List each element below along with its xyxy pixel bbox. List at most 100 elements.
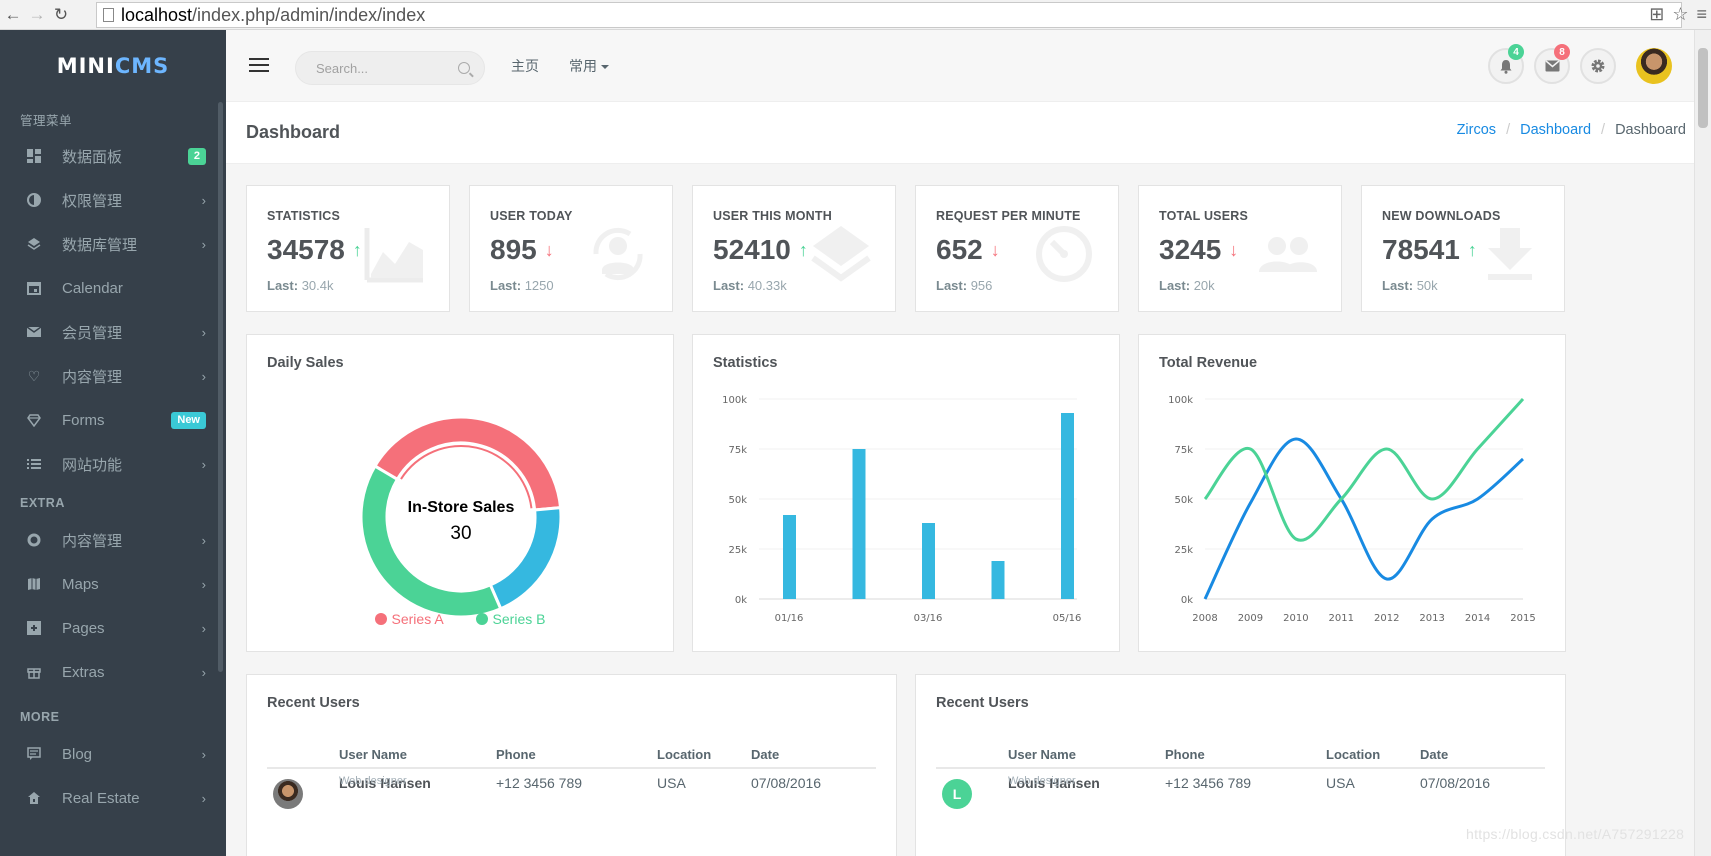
x-tick-label: 2009: [1238, 613, 1263, 624]
messages-count: 8: [1554, 44, 1570, 60]
sidebar-item-content[interactable]: ♡ 内容管理 ›: [27, 367, 206, 386]
sidebar-scrollbar[interactable]: [218, 102, 223, 672]
column-header: Date: [751, 747, 780, 762]
y-tick-label: 0k: [735, 595, 747, 606]
menu-toggle-icon[interactable]: [249, 58, 269, 76]
daily-sales-card: Daily Sales In-Store Sales 30 Series A Se…: [246, 334, 674, 652]
sidebar-item-permissions[interactable]: 权限管理 ›: [0, 178, 226, 222]
page-scrollbar[interactable]: [1694, 30, 1711, 856]
x-tick-label: 2010: [1283, 613, 1308, 624]
nav-home-link[interactable]: 主页: [511, 58, 539, 74]
chevron-right-icon: ›: [201, 236, 206, 252]
sidebar-item-dashboard[interactable]: 数据面板 2: [0, 134, 226, 178]
users-icon: [1259, 237, 1317, 272]
donut-slice: [359, 464, 503, 619]
column-header: Location: [657, 747, 712, 762]
stat-card-downloads: NEW DOWNLOADS 78541 ↑ Last: 50k: [1361, 185, 1565, 312]
arrow-down-icon: ↓: [990, 240, 1000, 260]
x-tick-label: 05/16: [1053, 613, 1082, 624]
sidebar-item-blog[interactable]: Blog ›: [0, 732, 226, 776]
sidebar: MINI CMS 管理菜单 数据面板 2 权限管理 › 数据库管理 › Calen…: [0, 30, 226, 856]
column-header: User Name: [1008, 747, 1076, 762]
series-line: [1203, 397, 1525, 542]
search-input[interactable]: [316, 60, 456, 76]
sidebar-item-content-2[interactable]: 内容管理 ›: [0, 518, 226, 562]
map-icon: [26, 576, 42, 592]
series-line: [1203, 437, 1524, 600]
envelope-icon: [1545, 60, 1559, 72]
bar: [852, 449, 866, 599]
sidebar-item-pages[interactable]: Pages ›: [0, 606, 226, 650]
sidebar-item-forms[interactable]: Forms New: [0, 398, 226, 442]
page-title: Dashboard: [246, 122, 341, 142]
sidebar-item-site-functions[interactable]: 网站功能 ›: [0, 442, 226, 486]
badge-new: New: [171, 411, 206, 429]
timer-icon: [1036, 226, 1092, 282]
layers-icon: [811, 226, 871, 282]
chevron-right-icon: ›: [201, 746, 206, 762]
table-row[interactable]: Louis Hansen Web designer +12 3456 789 U…: [267, 775, 876, 809]
sidebar-item-maps[interactable]: Maps ›: [0, 562, 226, 606]
donut-center-label: In-Store Sales: [408, 499, 515, 516]
revenue-chart-card: Total Revenue 0k 25k 50k 75k 100k 2008 2009 201…: [1138, 334, 1566, 652]
donut-slice: [488, 505, 563, 611]
sidebar-section-more: MORE: [20, 710, 60, 724]
notifications-button[interactable]: 4: [1488, 44, 1524, 84]
breadcrumb-dashboard[interactable]: Dashboard: [1520, 122, 1592, 138]
layers-icon: [26, 236, 42, 252]
gift-icon: [26, 664, 42, 680]
sidebar-item-real-estate[interactable]: Real Estate ›: [0, 776, 226, 820]
back-button[interactable]: ←: [4, 4, 22, 24]
sidebar-item-members[interactable]: 会员管理 ›: [0, 310, 226, 354]
table-header: User Name Phone Location Date: [936, 747, 1545, 769]
translate-icon[interactable]: ⊞: [1649, 4, 1665, 24]
browser-menu-icon[interactable]: ≡: [1696, 4, 1707, 24]
reload-button[interactable]: ↻: [53, 4, 69, 24]
arrow-down-icon: ↓: [1229, 240, 1239, 260]
arrow-up-icon: ↑: [352, 240, 362, 260]
table-row[interactable]: L Louis Hansen Web designer +12 3456 789…: [936, 775, 1545, 809]
sidebar-item-database[interactable]: 数据库管理 ›: [0, 222, 226, 266]
nav-common-dropdown[interactable]: 常用: [569, 56, 609, 76]
stat-card-user-today: USER TODAY 895 ↓ Last: 1250: [469, 185, 673, 312]
badge-count: 2: [187, 147, 206, 165]
forward-button[interactable]: →: [28, 4, 46, 24]
calendar-icon: [26, 280, 42, 296]
column-header: Phone: [1165, 747, 1205, 762]
watermark: https://blog.csdn.net/A757291228: [1466, 826, 1685, 842]
y-tick-label: 75k: [1174, 445, 1193, 456]
logo[interactable]: MINI CMS: [56, 54, 170, 78]
x-tick-label: 03/16: [914, 613, 943, 624]
home-icon: [26, 790, 42, 806]
table-header: User Name Phone Location Date: [267, 747, 876, 769]
arrow-up-icon: ↑: [798, 240, 808, 260]
stat-card-requests: REQUEST PER MINUTE 652 ↓ Last: 956: [915, 185, 1119, 312]
sidebar-item-calendar[interactable]: Calendar: [0, 266, 226, 310]
bookmark-star-icon[interactable]: ☆: [1672, 4, 1689, 24]
heart-icon: ♡: [27, 367, 41, 384]
page-icon: [103, 8, 114, 22]
blog-icon: [26, 746, 42, 762]
sidebar-item-extras[interactable]: Extras ›: [0, 650, 226, 694]
stat-card-total-users: TOTAL USERS 3245 ↓ Last: 20k: [1138, 185, 1342, 312]
x-tick-label: 01/16: [775, 613, 804, 624]
avatar: [273, 779, 303, 809]
diamond-icon: [26, 412, 42, 428]
messages-button[interactable]: 8: [1534, 44, 1570, 84]
download-icon: [1488, 228, 1532, 280]
user-avatar[interactable]: [1636, 48, 1672, 84]
search-box[interactable]: [295, 51, 485, 85]
x-tick-label: 2015: [1510, 613, 1535, 624]
settings-button[interactable]: [1580, 48, 1616, 84]
legend-item-series-b[interactable]: Series B: [475, 611, 545, 627]
list-icon: [26, 456, 42, 472]
bar: [1061, 413, 1074, 599]
address-bar[interactable]: localhost/index.php/admin/index/index: [96, 2, 1682, 28]
y-tick-label: 25k: [1174, 545, 1193, 556]
chevron-right-icon: ›: [201, 664, 206, 680]
legend-item-series-a[interactable]: Series A: [374, 611, 444, 627]
search-icon[interactable]: [458, 62, 470, 74]
breadcrumb-zircos[interactable]: Zircos: [1456, 122, 1497, 138]
main-content: Dashboard Zircos / Dashboard / Dashboard STA…: [226, 102, 1694, 856]
column-header: Location: [1326, 747, 1381, 762]
